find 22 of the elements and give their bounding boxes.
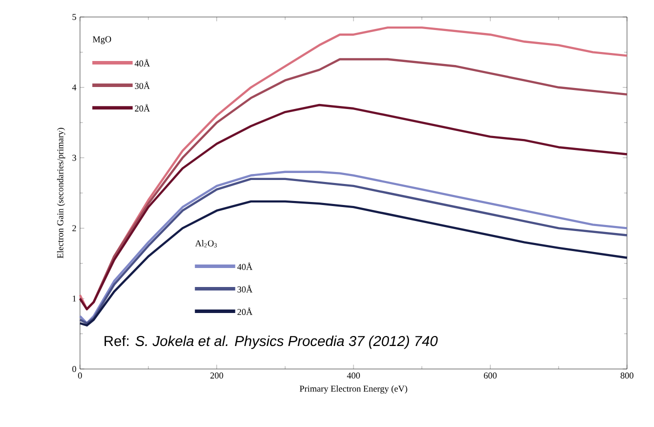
y-tick-label: 0 <box>72 366 76 372</box>
legend-label: 30Å <box>238 285 252 292</box>
x-tick-label: 800 <box>620 372 634 379</box>
x-tick-label: 400 <box>346 372 360 379</box>
y-axis-title: Electron Gain (secondaries/primary) <box>57 128 66 258</box>
y-tick-label: 1 <box>72 296 76 302</box>
annotation: Al$_{2}$O$_{3}$ <box>195 240 217 248</box>
legend-label: 40Å <box>237 262 252 270</box>
y-tick-label: 2 <box>72 225 76 232</box>
legend-label: 30Å <box>134 82 150 90</box>
annotation: MgO <box>92 36 112 44</box>
legend-label: 40Å <box>134 59 150 66</box>
x-tick-label: 0 <box>78 372 82 379</box>
y-tick-label: 4 <box>72 84 76 90</box>
x-axis-title: Primary Electron Energy (eV) <box>300 385 408 394</box>
x-tick-label: 600 <box>484 372 497 379</box>
y-tick-label: 5 <box>72 14 76 20</box>
legend-label: 20Å <box>134 104 150 112</box>
y-tick-label: 3 <box>72 154 76 161</box>
annotation: Ref: S. Jokela et al. Physics Procedia 37 (2012) 740 <box>104 336 438 349</box>
x-tick-label: 200 <box>210 372 224 379</box>
legend-label: 20Å <box>237 308 252 315</box>
